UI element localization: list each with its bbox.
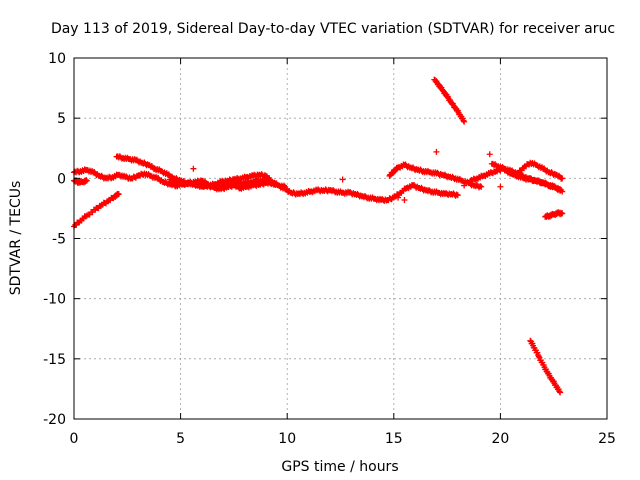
data-point-rise-15-18 [477, 183, 484, 190]
data-point-baseline-a [453, 191, 460, 198]
y-axis-label: SDTVAR / TECUs [8, 181, 24, 296]
data-point-baseline-c [282, 183, 289, 190]
data-point-steep-lower [556, 388, 563, 395]
y-tick-label: 10 [48, 51, 66, 67]
data-point-start-low [83, 177, 90, 184]
data-point-steep-lower [557, 389, 564, 396]
data-points [71, 76, 566, 396]
data-point-isolated [433, 148, 440, 155]
data-point-isolated [497, 183, 504, 190]
x-tick-label: 15 [385, 431, 403, 447]
y-tick-label: 0 [57, 171, 66, 187]
data-point-steep-upper [460, 117, 467, 124]
y-tick-label: 5 [57, 111, 66, 127]
y-tick-label: -15 [43, 352, 66, 368]
chart-title: Day 113 of 2019, Sidereal Day-to-day VTE… [51, 21, 615, 37]
data-point-isolated [190, 165, 197, 172]
y-tick-label: -5 [52, 232, 66, 248]
x-tick-label: 5 [176, 431, 185, 447]
data-point-isolated [461, 182, 468, 189]
x-tick-label: 10 [278, 431, 296, 447]
x-axis-ticks: 0 5 10 15 20 25 [70, 58, 616, 447]
data-point-rise-15-18 [478, 183, 485, 190]
data-point-start-low [83, 176, 90, 183]
data-point-late-cluster-c [559, 188, 566, 195]
data-point-isolated [339, 176, 346, 183]
y-axis-ticks: -20 -15 -10 -5 0 5 10 [43, 51, 607, 428]
grid-lines [74, 58, 607, 419]
data-point-late-cluster-b [559, 175, 566, 182]
data-point-isolated [401, 196, 408, 203]
y-tick-label: -10 [43, 292, 66, 308]
x-axis-label: GPS time / hours [281, 459, 398, 475]
x-tick-label: 0 [70, 431, 79, 447]
data-point-early-dip [115, 190, 122, 197]
data-point-steep-upper [461, 118, 468, 125]
data-point-baseline-a [454, 192, 461, 199]
data-point-late-dip [559, 210, 566, 217]
data-point-isolated [395, 194, 402, 201]
x-tick-label: 25 [598, 431, 616, 447]
x-tick-label: 20 [491, 431, 509, 447]
data-point-isolated [486, 151, 493, 158]
data-point-baseline-c [281, 182, 288, 189]
y-tick-label: -20 [43, 412, 66, 428]
